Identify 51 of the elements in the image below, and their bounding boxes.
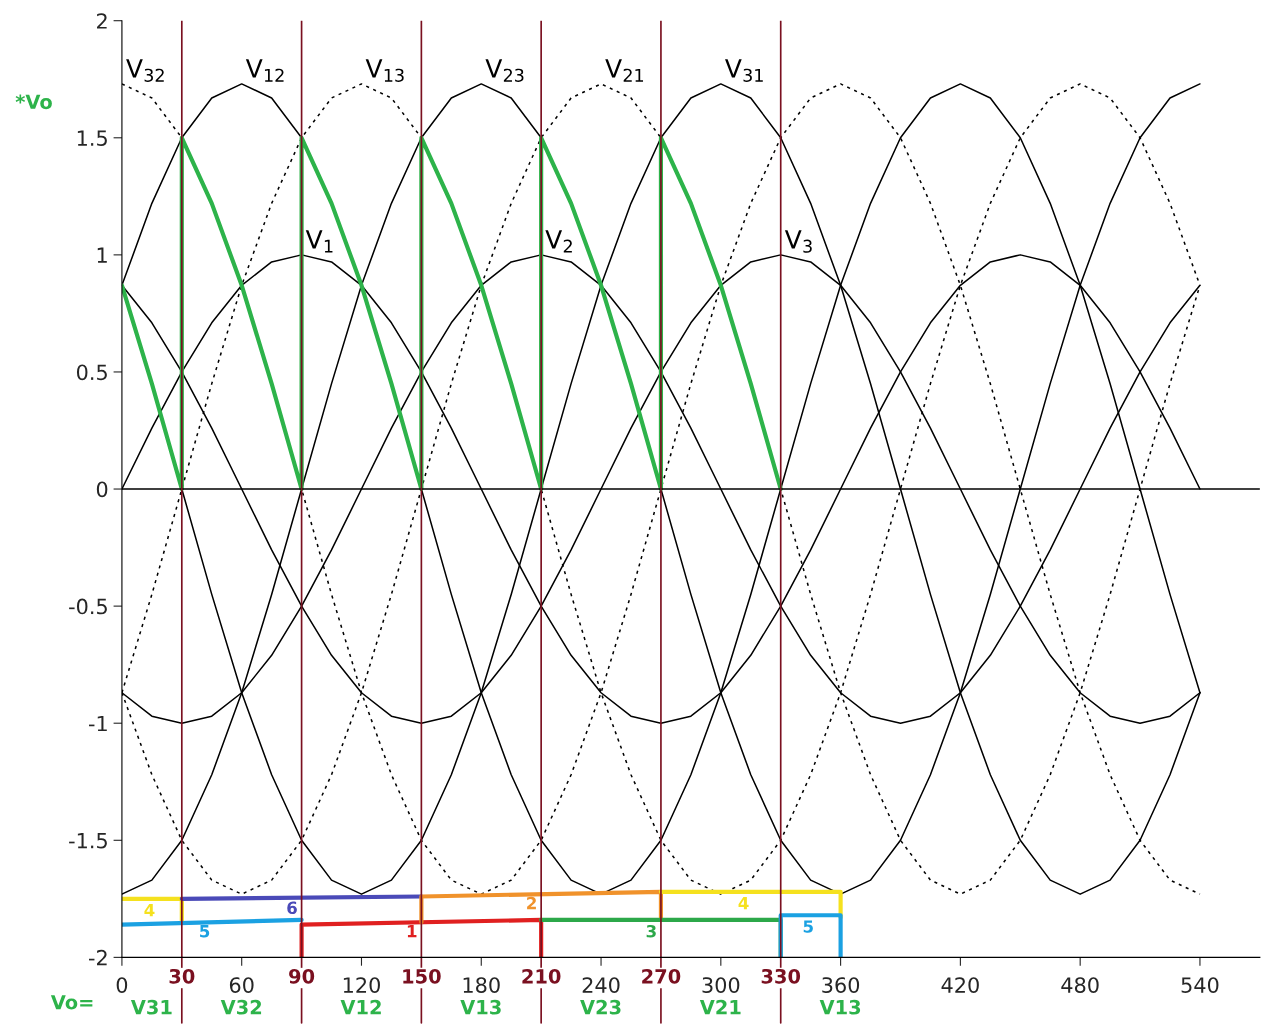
text: Vo= (50, 995, 93, 1010)
series-label: V$_{21}$ (605, 59, 644, 82)
series-label: 4 (144, 904, 155, 917)
x-tick-label: 360 (822, 977, 860, 993)
series-label: V$_{2}$ (545, 230, 572, 253)
y-tick-label: 1.5 (77, 130, 107, 146)
series-label: 1 (407, 925, 417, 938)
y-tick-label: -1.5 (69, 833, 107, 849)
series-label: 4 (738, 897, 749, 910)
series-label: V$_{3}$ (784, 230, 812, 253)
ref-line-label: 330 (761, 968, 801, 984)
ref-line-label: 30 (169, 968, 195, 984)
ref-line-label: 90 (289, 968, 315, 984)
text: V13 (460, 999, 501, 1015)
y-tick-label: -2 (88, 949, 107, 966)
series-label: 5 (200, 925, 210, 938)
text: V12 (340, 999, 381, 1015)
ref-line-label: 210 (522, 968, 561, 984)
text: V32 (220, 999, 262, 1015)
x-tick-label: 300 (702, 977, 740, 993)
x-tick-label: 540 (1181, 977, 1219, 993)
y-tick-label: 0.5 (76, 364, 107, 381)
text: V21 (699, 999, 741, 1015)
y-tick-label: -0.5 (69, 598, 107, 615)
series-label: V$_{31}$ (725, 59, 763, 82)
y-tick-label: -1 (88, 715, 107, 732)
series-label: 6 (287, 901, 297, 915)
text: *Vo (15, 94, 52, 110)
y-tick-label: 0 (96, 481, 108, 498)
y-tick-label: 1 (97, 247, 107, 263)
x-tick-label: 120 (343, 977, 380, 993)
ref-line-label: 150 (403, 968, 441, 984)
x-tick-label: 60 (229, 977, 254, 993)
series-label: V$_{23}$ (485, 59, 524, 82)
x-tick-label: 480 (1061, 977, 1099, 993)
series-label: 3 (646, 924, 656, 938)
series-label: 5 (803, 920, 813, 933)
x-tick-label: 240 (582, 977, 620, 993)
x-tick-label: 180 (463, 977, 500, 993)
text: V23 (580, 999, 621, 1015)
y-tick-label: 2 (97, 13, 107, 29)
series-label: V$_{12}$ (245, 59, 284, 82)
x-tick-label: 0 (116, 977, 128, 993)
ref-line-label: 270 (642, 968, 681, 984)
series-label: 2 (527, 896, 536, 910)
x-tick-label: 420 (941, 977, 979, 993)
series-label: V$_{32}$ (126, 59, 164, 82)
text: V13 (819, 999, 861, 1015)
series-label: V$_{1}$ (305, 230, 333, 253)
series-label: V$_{13}$ (365, 59, 404, 82)
text: V31 (130, 999, 172, 1015)
